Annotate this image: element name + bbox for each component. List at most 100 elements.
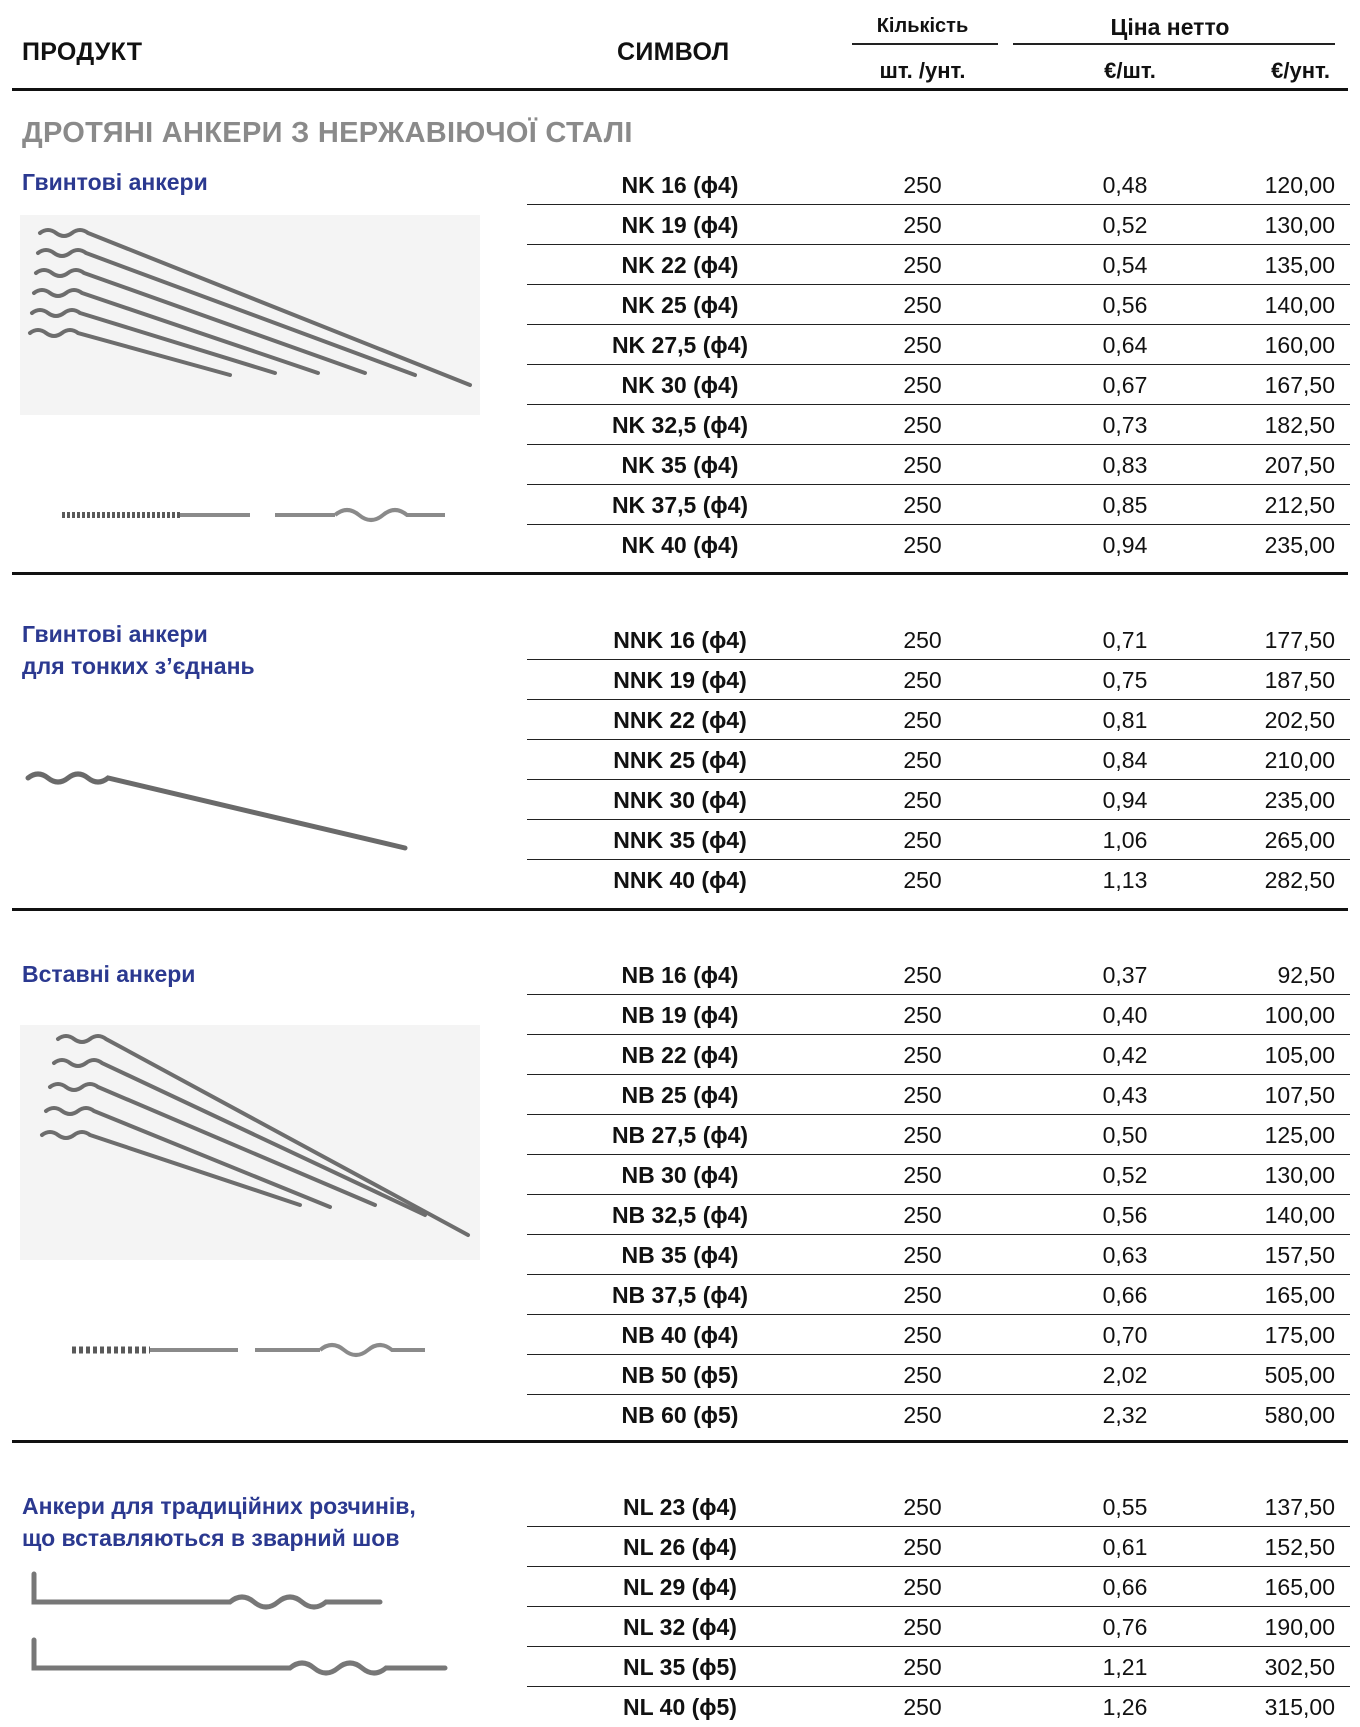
symbol-cell: NB 16 (ϕ4) [621, 962, 739, 988]
row-divider [527, 858, 1350, 860]
section-title-screw-anchors: Гвинтові анкери [22, 166, 208, 198]
qty-cell: 250 [903, 1654, 942, 1680]
qty-cell: 250 [903, 452, 942, 478]
price-unit-cell: 302,50 [1264, 1654, 1335, 1680]
symbol-cell: NNK 22 (ϕ4) [613, 707, 747, 733]
price-unit-cell: 100,00 [1264, 1002, 1335, 1028]
main-title: ДРОТЯНІ АНКЕРИ З НЕРЖАВІЮЧОЇ СТАЛІ [22, 117, 633, 149]
symbol-cell: NK 19 (ϕ4) [621, 212, 739, 238]
price-piece-cell: 0,67 [1102, 372, 1148, 398]
table-row: NB 40 (ϕ4) 250 0,70 175,00 [0, 1315, 1360, 1355]
price-piece-cell: 0,75 [1102, 667, 1148, 693]
qty-cell: 250 [903, 1002, 942, 1028]
price-piece-cell: 0,55 [1102, 1494, 1148, 1520]
price-piece-cell: 2,32 [1102, 1402, 1148, 1428]
price-unit-cell: 130,00 [1264, 1162, 1335, 1188]
price-piece-cell: 0,56 [1102, 1202, 1148, 1228]
price-unit-cell: 105,00 [1264, 1042, 1335, 1068]
price-unit-cell: 235,00 [1264, 532, 1335, 558]
header-product: ПРОДУКТ [22, 38, 143, 66]
qty-cell: 250 [903, 1322, 942, 1348]
section-title-line: Вставні анкери [22, 961, 196, 987]
price-unit-cell: 580,00 [1264, 1402, 1335, 1428]
symbol-cell: NNK 40 (ϕ4) [613, 867, 747, 893]
table-row: NB 25 (ϕ4) 250 0,43 107,50 [0, 1075, 1360, 1115]
price-unit-cell: 165,00 [1264, 1282, 1335, 1308]
qty-cell: 250 [903, 1202, 942, 1228]
row-divider [527, 993, 1350, 995]
row-divider [527, 323, 1350, 325]
row-divider [527, 1153, 1350, 1155]
symbol-cell: NK 30 (ϕ4) [621, 372, 739, 398]
price-piece-cell: 0,43 [1102, 1082, 1148, 1108]
section-title-thin-joint-anchors: Гвинтові анкери для тонких з’єднань [22, 618, 255, 682]
table-row: NB 60 (ϕ5) 250 2,32 580,00 [0, 1395, 1360, 1435]
table-row: NNK 30 (ϕ4) 250 0,94 235,00 [0, 780, 1360, 820]
header-quantity: Кількість [876, 15, 969, 37]
table-row: NNK 22 (ϕ4) 250 0,81 202,50 [0, 700, 1360, 740]
table-row: NK 30 (ϕ4) 250 0,67 167,50 [0, 365, 1360, 405]
price-piece-cell: 2,02 [1102, 1362, 1148, 1388]
section-title-line: що вставляються в зварний шов [22, 1525, 400, 1551]
table-row: NNK 16 (ϕ4) 250 0,71 177,50 [0, 620, 1360, 660]
price-piece-cell: 0,63 [1102, 1242, 1148, 1268]
section-title-line: для тонких з’єднань [22, 653, 255, 679]
price-piece-cell: 0,70 [1102, 1322, 1148, 1348]
table-row: NB 19 (ϕ4) 250 0,40 100,00 [0, 995, 1360, 1035]
symbol-cell: NB 22 (ϕ4) [621, 1042, 739, 1068]
row-divider [527, 443, 1350, 445]
qty-cell: 250 [903, 332, 942, 358]
symbol-cell: NL 35 (ϕ5) [623, 1654, 737, 1680]
section-title-l-anchors: Анкери для традиційних розчинів, що вста… [22, 1490, 416, 1554]
price-unit-cell: 187,50 [1264, 667, 1335, 693]
symbol-cell: NB 27,5 (ϕ4) [611, 1122, 749, 1148]
qty-cell: 250 [903, 292, 942, 318]
qty-cell: 250 [903, 1614, 942, 1640]
section-rule [12, 1440, 1348, 1443]
row-divider [527, 243, 1350, 245]
table-row: NL 26 (ϕ4) 250 0,61 152,50 [0, 1527, 1360, 1567]
symbol-cell: NB 40 (ϕ4) [621, 1322, 739, 1348]
symbol-cell: NB 30 (ϕ4) [621, 1162, 739, 1188]
price-unit-cell: 167,50 [1264, 372, 1335, 398]
header-symbol: СИМВОЛ [617, 38, 730, 66]
symbol-cell: NNK 16 (ϕ4) [613, 627, 747, 653]
section-rows-l-anchors: NL 23 (ϕ4) 250 0,55 137,50 NL 26 (ϕ4) 250 0,6… [0, 1487, 1360, 1727]
price-unit-cell: 92,50 [1277, 962, 1335, 988]
qty-cell: 250 [903, 1122, 942, 1148]
row-divider [527, 698, 1350, 700]
price-unit-cell: 505,00 [1264, 1362, 1335, 1388]
symbol-cell: NB 25 (ϕ4) [621, 1082, 739, 1108]
price-unit-cell: 130,00 [1264, 212, 1335, 238]
row-divider [527, 1033, 1350, 1035]
qty-cell: 250 [903, 1574, 942, 1600]
qty-cell: 250 [903, 412, 942, 438]
qty-cell: 250 [903, 1534, 942, 1560]
table-row: NB 37,5 (ϕ4) 250 0,66 165,00 [0, 1275, 1360, 1315]
qty-cell: 250 [903, 867, 942, 893]
price-unit-cell: 135,00 [1264, 252, 1335, 278]
header-quantity-underline [852, 43, 998, 45]
qty-cell: 250 [903, 1162, 942, 1188]
symbol-cell: NL 29 (ϕ4) [623, 1574, 737, 1600]
row-divider [527, 778, 1350, 780]
section-rule [12, 572, 1348, 575]
symbol-cell: NL 26 (ϕ4) [623, 1534, 737, 1560]
price-unit-cell: 182,50 [1264, 412, 1335, 438]
header-quantity-unit: шт. /унт. [879, 58, 966, 83]
qty-cell: 250 [903, 627, 942, 653]
symbol-cell: NB 37,5 (ϕ4) [611, 1282, 749, 1308]
price-unit-cell: 120,00 [1264, 172, 1335, 198]
row-divider [527, 1393, 1350, 1395]
table-row: NK 37,5 (ϕ4) 250 0,85 212,50 [0, 485, 1360, 525]
screw-anchor-image [20, 215, 480, 415]
price-unit-cell: 210,00 [1264, 747, 1335, 773]
table-row: NB 32,5 (ϕ4) 250 0,56 140,00 [0, 1195, 1360, 1235]
table-row: NB 16 (ϕ4) 250 0,37 92,50 [0, 955, 1360, 995]
insert-anchor-detail-image [72, 1343, 425, 1357]
insert-anchor-image [20, 1025, 480, 1260]
symbol-cell: NK 35 (ϕ4) [621, 452, 739, 478]
qty-cell: 250 [903, 827, 942, 853]
l-shaped-anchor-image [31, 1571, 448, 1676]
price-piece-cell: 1,06 [1102, 827, 1148, 853]
